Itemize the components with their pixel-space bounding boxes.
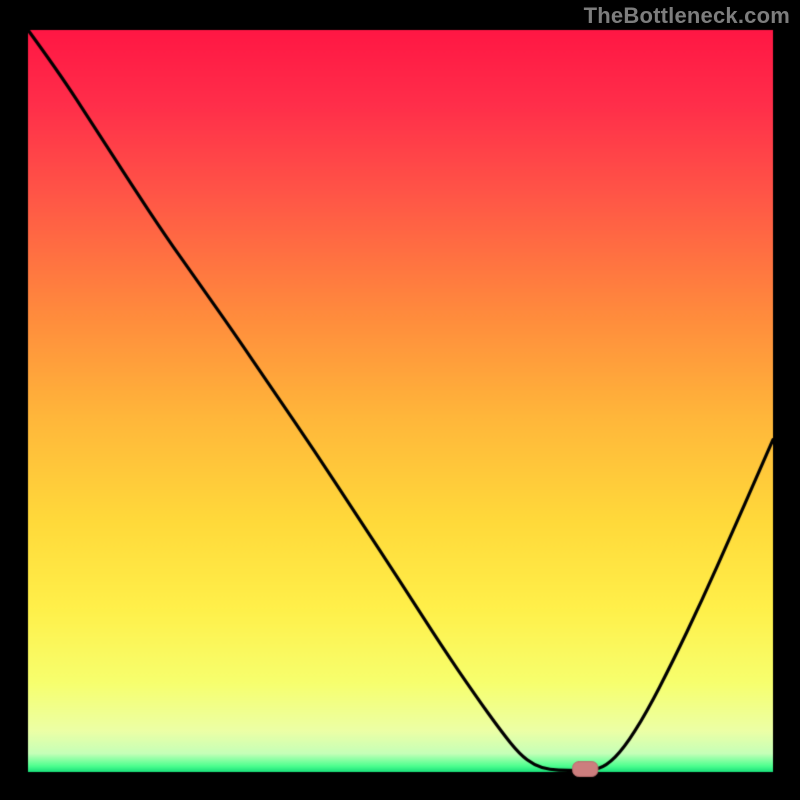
chart-stage: TheBottleneck.com: [0, 0, 800, 800]
bottleneck-curve-chart: [0, 0, 800, 800]
watermark-label: TheBottleneck.com: [584, 3, 790, 29]
